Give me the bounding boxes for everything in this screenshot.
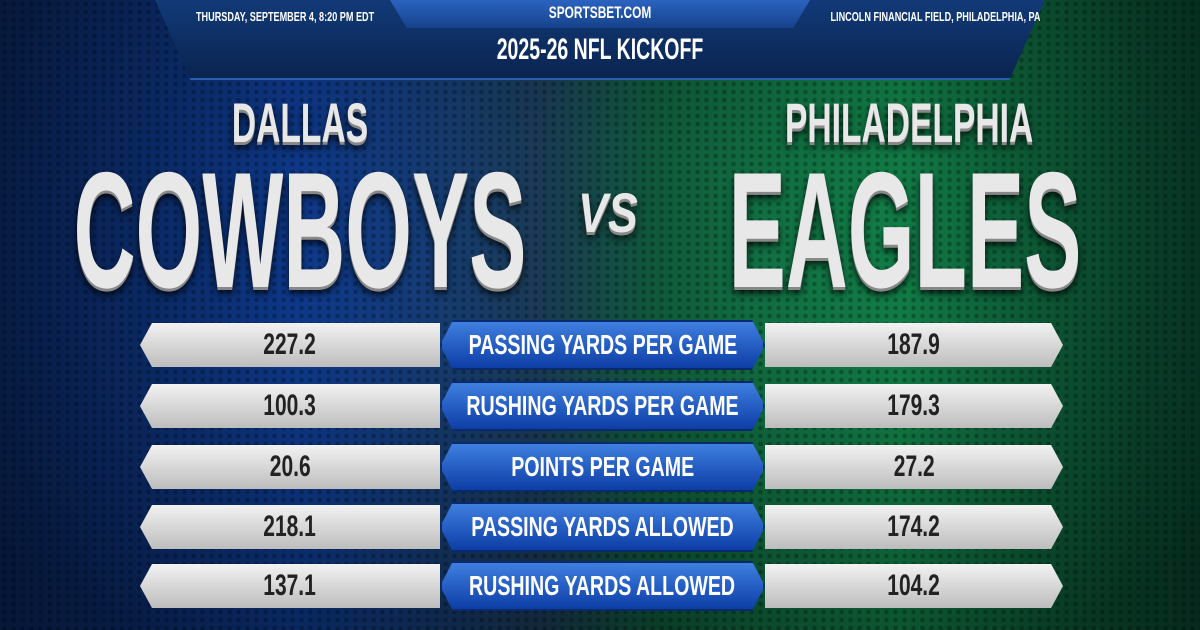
stat-away-text: 137.1 (263, 569, 317, 602)
stat-label-text: POINTS PER GAME (511, 451, 694, 482)
home-stat-value: 174.2 (765, 505, 1063, 549)
away-city: DALLAS (231, 91, 369, 154)
stat-away-text: 20.6 (269, 450, 311, 483)
home-stat-value: 187.9 (765, 323, 1063, 367)
home-city: PHILADELPHIA (785, 91, 1034, 154)
venue: LINCOLN FINANCIAL FIELD, PHILADELPHIA, P… (830, 9, 1041, 24)
away-stat-value: 20.6 (140, 445, 440, 489)
home-team-name: EAGLES (728, 138, 1082, 322)
stat-home-text: 174.2 (887, 510, 941, 543)
away-stat-value: 218.1 (140, 505, 440, 549)
away-stat-value: 227.2 (140, 323, 440, 367)
stat-row: 100.3 179.3 RUSHING YARDS PER GAME (0, 381, 1200, 431)
home-stat-value: 104.2 (765, 564, 1063, 608)
home-stat-value: 27.2 (765, 445, 1063, 489)
stat-label: PASSING YARDS PER GAME (440, 320, 765, 370)
game-date: THURSDAY, SEPTEMBER 4, 8:20 PM EDT (196, 9, 375, 24)
away-stat-value: 137.1 (140, 564, 440, 608)
stat-label-text: RUSHING YARDS PER GAME (466, 390, 739, 421)
stat-home-text: 179.3 (887, 389, 941, 422)
stat-away-text: 100.3 (263, 389, 317, 422)
stat-label-text: RUSHING YARDS ALLOWED (469, 570, 736, 601)
stat-home-text: 27.2 (893, 450, 935, 483)
vs-label: VS (578, 181, 638, 244)
site-name[interactable]: SPORTSBET.COM (548, 3, 652, 22)
stat-label: RUSHING YARDS ALLOWED (440, 561, 765, 611)
site-tab (390, 0, 810, 28)
page-title: 2025-26 NFL KICKOFF (496, 33, 704, 66)
stat-label-text: PASSING YARDS ALLOWED (471, 511, 734, 542)
stat-label: POINTS PER GAME (440, 442, 765, 492)
away-team-name: COWBOYS (73, 138, 527, 322)
away-stat-value: 100.3 (140, 384, 440, 428)
stat-home-text: 187.9 (887, 328, 941, 361)
stat-away-text: 218.1 (263, 510, 317, 543)
stat-row: 227.2 187.9 PASSING YARDS PER GAME (0, 320, 1200, 370)
stat-row: 20.6 27.2 POINTS PER GAME (0, 442, 1200, 492)
stat-row: 218.1 174.2 PASSING YARDS ALLOWED (0, 502, 1200, 552)
stat-home-text: 104.2 (887, 569, 941, 602)
stat-label-text: PASSING YARDS PER GAME (468, 329, 737, 360)
home-stat-value: 179.3 (765, 384, 1063, 428)
stat-label: RUSHING YARDS PER GAME (440, 381, 765, 431)
stat-row: 137.1 104.2 RUSHING YARDS ALLOWED (0, 561, 1200, 611)
stat-away-text: 227.2 (263, 328, 317, 361)
stat-label: PASSING YARDS ALLOWED (440, 502, 765, 552)
